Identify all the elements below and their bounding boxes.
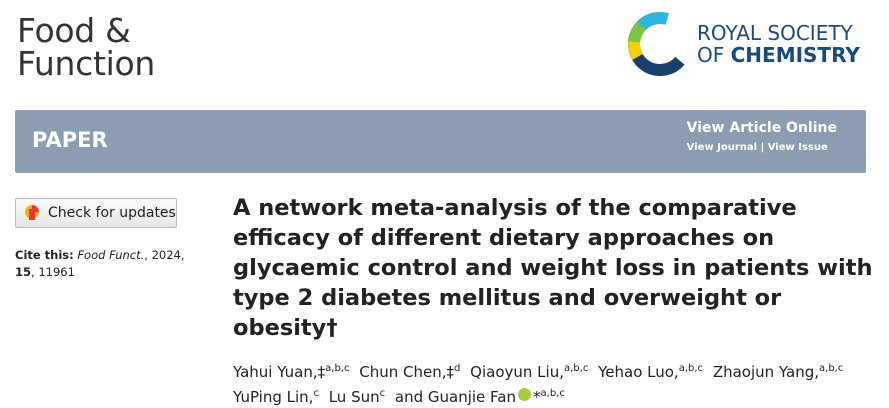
cite-volume: 15	[15, 265, 32, 279]
rsc-logo	[628, 12, 692, 76]
banner: PAPER View Article Online View Journal |…	[15, 110, 866, 173]
citation: Cite this: Food Funct., 2024, 15, 11961	[15, 247, 195, 281]
author: Chun Chen,‡d	[359, 363, 460, 381]
view-issue-link[interactable]: View Issue	[767, 142, 828, 153]
small-links: View Journal | View Issue	[687, 142, 837, 153]
journal-name: Food & Function	[17, 14, 155, 80]
author-name: Yehao Luo,	[598, 363, 679, 381]
journal-line: Function	[17, 44, 155, 83]
affiliation: c	[379, 388, 386, 399]
check-updates-button[interactable]: Check for updates	[15, 198, 177, 228]
journal-line: Food &	[17, 11, 131, 50]
affiliation: a,b,c	[819, 363, 844, 374]
view-online-link[interactable]: View Article Online	[686, 120, 837, 136]
check-updates-text: Check for updates	[48, 205, 176, 221]
publisher-bold: CHEMISTRY	[730, 43, 860, 67]
author-name: Lu Sun	[328, 388, 380, 406]
affiliation: a,b,c	[563, 363, 589, 374]
author: YuPing Lin,c	[233, 388, 319, 406]
publisher-line: ROYAL SOCIETY	[697, 21, 853, 45]
affiliation: c	[313, 388, 319, 399]
publisher-name: ROYAL SOCIETY OF CHEMISTRY	[697, 22, 860, 66]
affiliation: a,b,c	[325, 363, 350, 374]
affiliation: d	[454, 363, 461, 374]
author-name: Chun Chen,‡	[359, 363, 455, 381]
separator: |	[760, 142, 765, 153]
cite-journal: Food Funct.	[77, 248, 145, 262]
affiliation: a,b,c	[540, 388, 565, 399]
publisher-line: OF CHEMISTRY	[697, 44, 860, 66]
cite-label: Cite this:	[15, 248, 74, 262]
cite-year: , 2024,	[144, 248, 185, 262]
section-label: PAPER	[32, 128, 108, 152]
author: Lu Sunc	[329, 388, 385, 406]
author: Yahui Yuan,‡a,b,c	[233, 363, 350, 381]
author-name: YuPing Lin,	[233, 388, 314, 406]
author: Yehao Luo,a,b,c	[598, 363, 703, 381]
cite-pages: , 11961	[31, 265, 75, 279]
view-journal-link[interactable]: View Journal	[686, 142, 758, 153]
author-name: Qiaoyun Liu,	[470, 363, 564, 381]
check-icon	[25, 205, 39, 220]
author-name: Yahui Yuan,‡	[233, 363, 326, 381]
orcid-icon[interactable]	[518, 388, 532, 401]
author-list: Yahui Yuan,‡a,b,c Chun Chen,‡d Qiaoyun L…	[233, 358, 873, 408]
corresponding-mark: *	[533, 388, 541, 406]
author-name: Zhaojun Yang,	[712, 363, 820, 381]
article-title: A network meta-analysis of the comparati…	[233, 195, 873, 341]
author: Zhaojun Yang,a,b,c	[713, 363, 844, 381]
view-links: View Article Online View Journal | View …	[687, 120, 837, 153]
publisher-of: OF	[697, 43, 725, 67]
author-name: and Guanjie Fan	[394, 388, 517, 406]
author: Qiaoyun Liu,a,b,c	[470, 363, 588, 381]
affiliation: a,b,c	[678, 363, 704, 374]
author: and Guanjie Fan *a,b,c	[395, 388, 565, 406]
